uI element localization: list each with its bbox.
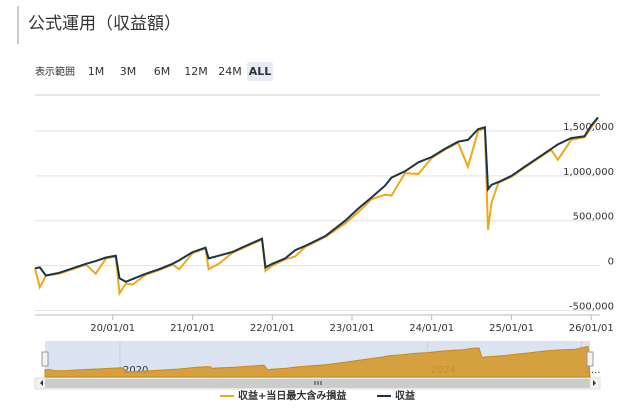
series-line: [34, 116, 599, 283]
y-tick-label: 1,500,000: [563, 122, 614, 133]
title-bar: [17, 6, 19, 44]
range-button-label[interactable]: 12M: [184, 65, 208, 78]
x-tick-label: 22/01/01: [250, 323, 295, 334]
range-button-label[interactable]: 1M: [88, 65, 105, 78]
range-button-label[interactable]: ALL: [249, 65, 272, 78]
navigator-handle[interactable]: [41, 351, 49, 367]
legend-label[interactable]: 収益+当日最大含み損益: [238, 389, 346, 402]
y-tick-label: -500,000: [569, 302, 614, 313]
x-tick-label: 26/01/01: [569, 323, 614, 334]
range-button[interactable]: [217, 62, 243, 81]
range-button-label[interactable]: 6M: [154, 65, 171, 78]
x-tick-label: 21/01/01: [170, 323, 215, 334]
navigator-handle[interactable]: [586, 351, 594, 367]
navigator-area: [44, 345, 591, 378]
range-button[interactable]: [151, 62, 173, 81]
range-button-label[interactable]: 3M: [120, 65, 137, 78]
range-button-label[interactable]: 24M: [218, 65, 242, 78]
x-tick-label: 23/01/01: [330, 323, 375, 334]
range-button[interactable]: [183, 62, 209, 81]
x-tick-label: 24/01/01: [409, 323, 454, 334]
navigator-label: 2...: [585, 365, 601, 376]
navigator-label: 2020: [123, 365, 148, 376]
x-tick-label: 25/01/01: [489, 323, 534, 334]
y-tick-label: 0: [608, 257, 614, 268]
x-tick-label: 20/01/01: [90, 323, 135, 334]
range-button[interactable]: [85, 62, 107, 81]
range-button[interactable]: [247, 62, 273, 81]
scrollbar-grip: [314, 381, 322, 385]
y-tick-label: 500,000: [573, 212, 614, 223]
chart-title: 公式運用（収益額）: [28, 14, 181, 34]
scroll-left[interactable]: [40, 380, 43, 386]
scroll-right[interactable]: [593, 380, 596, 386]
range-button[interactable]: [117, 62, 139, 81]
range-label: 表示範囲: [35, 65, 75, 78]
y-tick-label: 1,000,000: [563, 167, 614, 178]
legend-label[interactable]: 収益: [395, 389, 415, 402]
series-line: [34, 117, 599, 297]
